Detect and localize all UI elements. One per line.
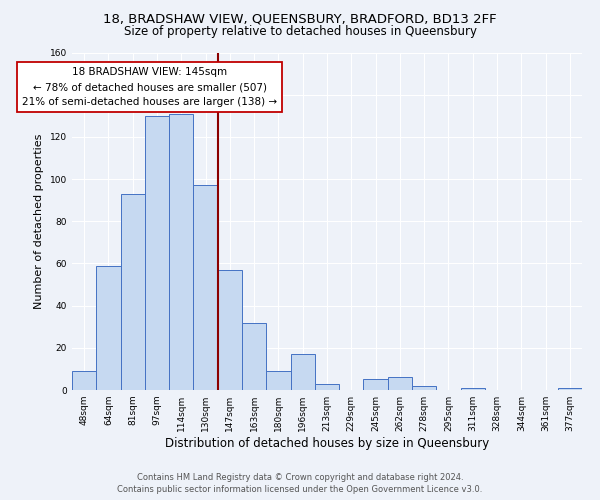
Bar xyxy=(364,380,388,390)
Bar xyxy=(218,270,242,390)
Bar xyxy=(388,378,412,390)
Bar xyxy=(412,386,436,390)
Text: Size of property relative to detached houses in Queensbury: Size of property relative to detached ho… xyxy=(124,25,476,38)
Bar xyxy=(169,114,193,390)
Bar xyxy=(315,384,339,390)
Text: Contains HM Land Registry data © Crown copyright and database right 2024.
Contai: Contains HM Land Registry data © Crown c… xyxy=(118,472,482,494)
Bar xyxy=(193,186,218,390)
Bar xyxy=(558,388,582,390)
Bar xyxy=(290,354,315,390)
Bar xyxy=(461,388,485,390)
Bar xyxy=(121,194,145,390)
X-axis label: Distribution of detached houses by size in Queensbury: Distribution of detached houses by size … xyxy=(165,437,489,450)
Y-axis label: Number of detached properties: Number of detached properties xyxy=(34,134,44,309)
Text: 18, BRADSHAW VIEW, QUEENSBURY, BRADFORD, BD13 2FF: 18, BRADSHAW VIEW, QUEENSBURY, BRADFORD,… xyxy=(103,12,497,26)
Bar xyxy=(266,371,290,390)
Bar xyxy=(242,322,266,390)
Text: 18 BRADSHAW VIEW: 145sqm
← 78% of detached houses are smaller (507)
21% of semi-: 18 BRADSHAW VIEW: 145sqm ← 78% of detach… xyxy=(22,68,277,107)
Bar xyxy=(96,266,121,390)
Bar xyxy=(72,371,96,390)
Bar xyxy=(145,116,169,390)
